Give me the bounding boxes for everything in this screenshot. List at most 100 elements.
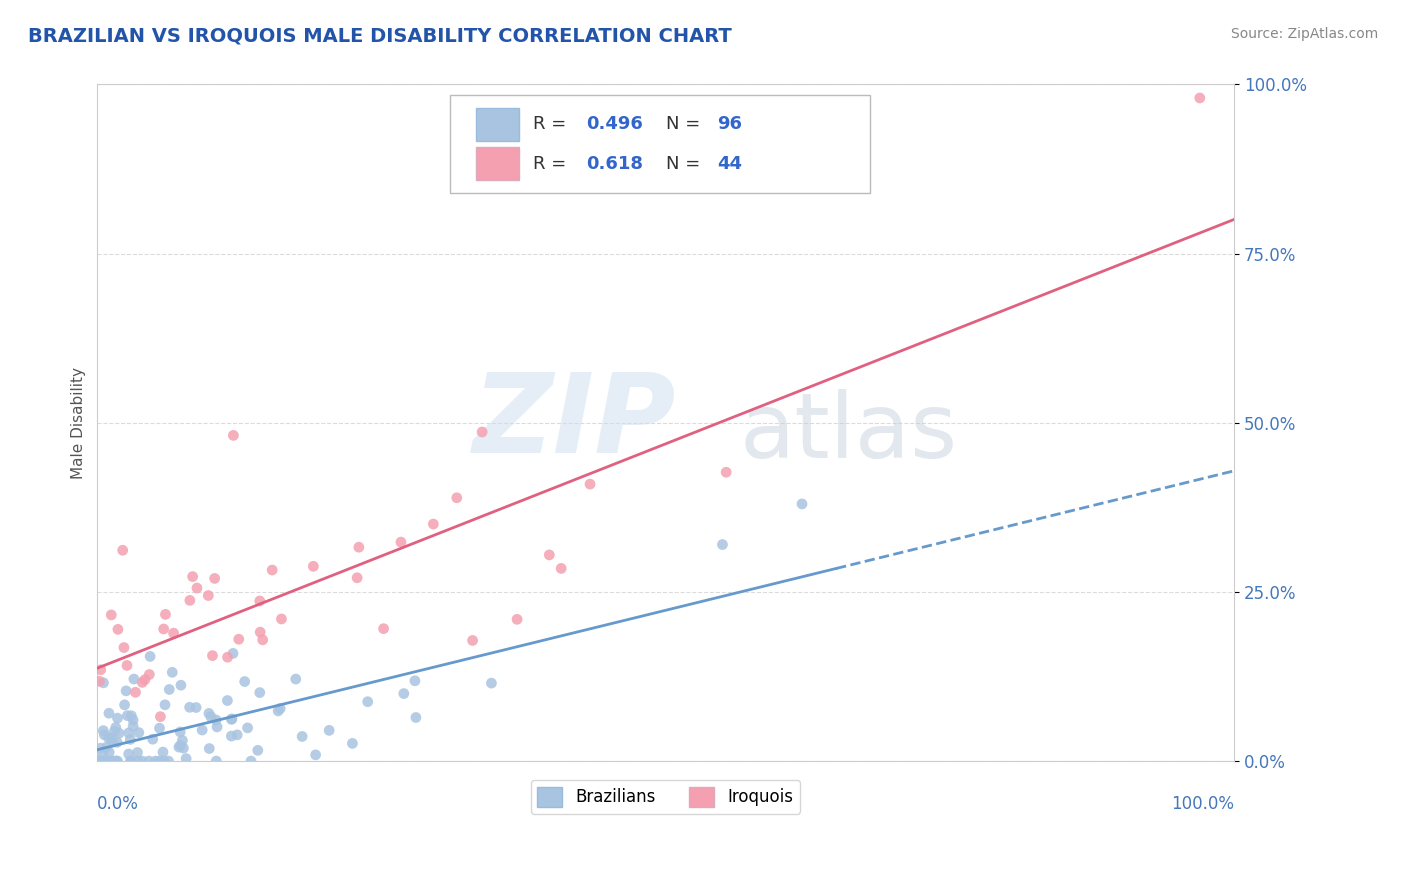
Point — [118, 747, 141, 761]
Point — [174, 751, 197, 765]
Legend: Brazilians, Iroquois: Brazilians, Iroquois — [531, 780, 800, 814]
Point — [138, 754, 160, 768]
Point — [103, 724, 125, 739]
Point — [149, 709, 172, 723]
Point — [201, 648, 224, 663]
Point — [181, 569, 204, 583]
Point — [91, 723, 114, 738]
Point — [91, 747, 114, 761]
Point — [169, 725, 191, 739]
Point — [162, 626, 184, 640]
Point — [302, 559, 325, 574]
Point — [226, 728, 249, 742]
Point — [145, 754, 167, 768]
Point — [198, 741, 221, 756]
Point — [93, 754, 115, 768]
Point — [262, 563, 284, 577]
Point — [389, 535, 412, 549]
Point — [93, 728, 115, 742]
Text: 0.618: 0.618 — [586, 154, 643, 173]
Point — [269, 701, 291, 715]
Point — [222, 428, 245, 442]
Point — [104, 754, 127, 768]
Point — [172, 741, 194, 756]
Text: 100.0%: 100.0% — [1171, 795, 1234, 813]
Point — [101, 754, 124, 768]
Point — [94, 754, 117, 768]
Text: N =: N = — [665, 115, 706, 134]
Point — [170, 678, 193, 692]
Point — [422, 517, 444, 532]
Point — [131, 675, 153, 690]
Point — [107, 623, 129, 637]
Point — [108, 726, 131, 740]
Point — [115, 658, 138, 673]
Text: BRAZILIAN VS IROQUOIS MALE DISABILITY CORRELATION CHART: BRAZILIAN VS IROQUOIS MALE DISABILITY CO… — [28, 27, 733, 45]
Point — [191, 723, 214, 737]
Point — [233, 674, 256, 689]
Point — [179, 700, 201, 714]
Point — [101, 735, 124, 749]
Point — [714, 465, 737, 479]
Point — [127, 746, 149, 760]
Text: 96: 96 — [717, 115, 742, 134]
Point — [117, 708, 139, 723]
Point — [252, 632, 274, 647]
Point — [217, 650, 239, 665]
Point — [131, 754, 153, 768]
Text: 44: 44 — [717, 154, 742, 173]
Point — [98, 745, 121, 759]
Point — [152, 745, 174, 759]
Point — [107, 711, 129, 725]
Point — [249, 594, 271, 608]
Point — [120, 708, 142, 723]
Point — [461, 633, 484, 648]
Point — [291, 730, 314, 744]
Point — [204, 571, 226, 585]
Point — [90, 741, 112, 756]
Point — [405, 710, 427, 724]
Point — [155, 607, 177, 622]
Point — [538, 548, 561, 562]
Bar — [475, 108, 519, 141]
Point — [89, 674, 111, 689]
Point — [304, 747, 326, 762]
Point — [284, 672, 307, 686]
Point — [240, 754, 263, 768]
Point — [89, 754, 111, 768]
Point — [404, 673, 426, 688]
Point — [100, 731, 122, 745]
Text: 0.496: 0.496 — [586, 115, 643, 134]
Point — [346, 571, 368, 585]
Point — [157, 682, 180, 697]
Point — [373, 622, 395, 636]
Point — [107, 754, 129, 768]
Point — [122, 672, 145, 686]
Point — [249, 685, 271, 699]
Point — [179, 593, 201, 607]
Point — [120, 754, 142, 768]
Point — [198, 706, 221, 721]
Point — [148, 721, 170, 735]
Point — [172, 733, 194, 747]
Point — [134, 673, 156, 687]
Point — [127, 754, 149, 768]
Point — [114, 698, 136, 712]
Point — [104, 754, 127, 768]
Point — [90, 754, 112, 768]
Point — [236, 721, 259, 735]
Point — [96, 740, 118, 755]
Point — [200, 710, 222, 724]
Bar — [475, 147, 519, 180]
Point — [122, 719, 145, 733]
Point — [100, 607, 122, 622]
Point — [112, 640, 135, 655]
Point — [347, 540, 370, 554]
Point — [221, 712, 243, 726]
Point — [205, 713, 228, 727]
Point — [471, 425, 494, 439]
Point — [1188, 91, 1211, 105]
Point — [138, 667, 160, 681]
Point — [228, 632, 250, 647]
Point — [550, 561, 572, 575]
